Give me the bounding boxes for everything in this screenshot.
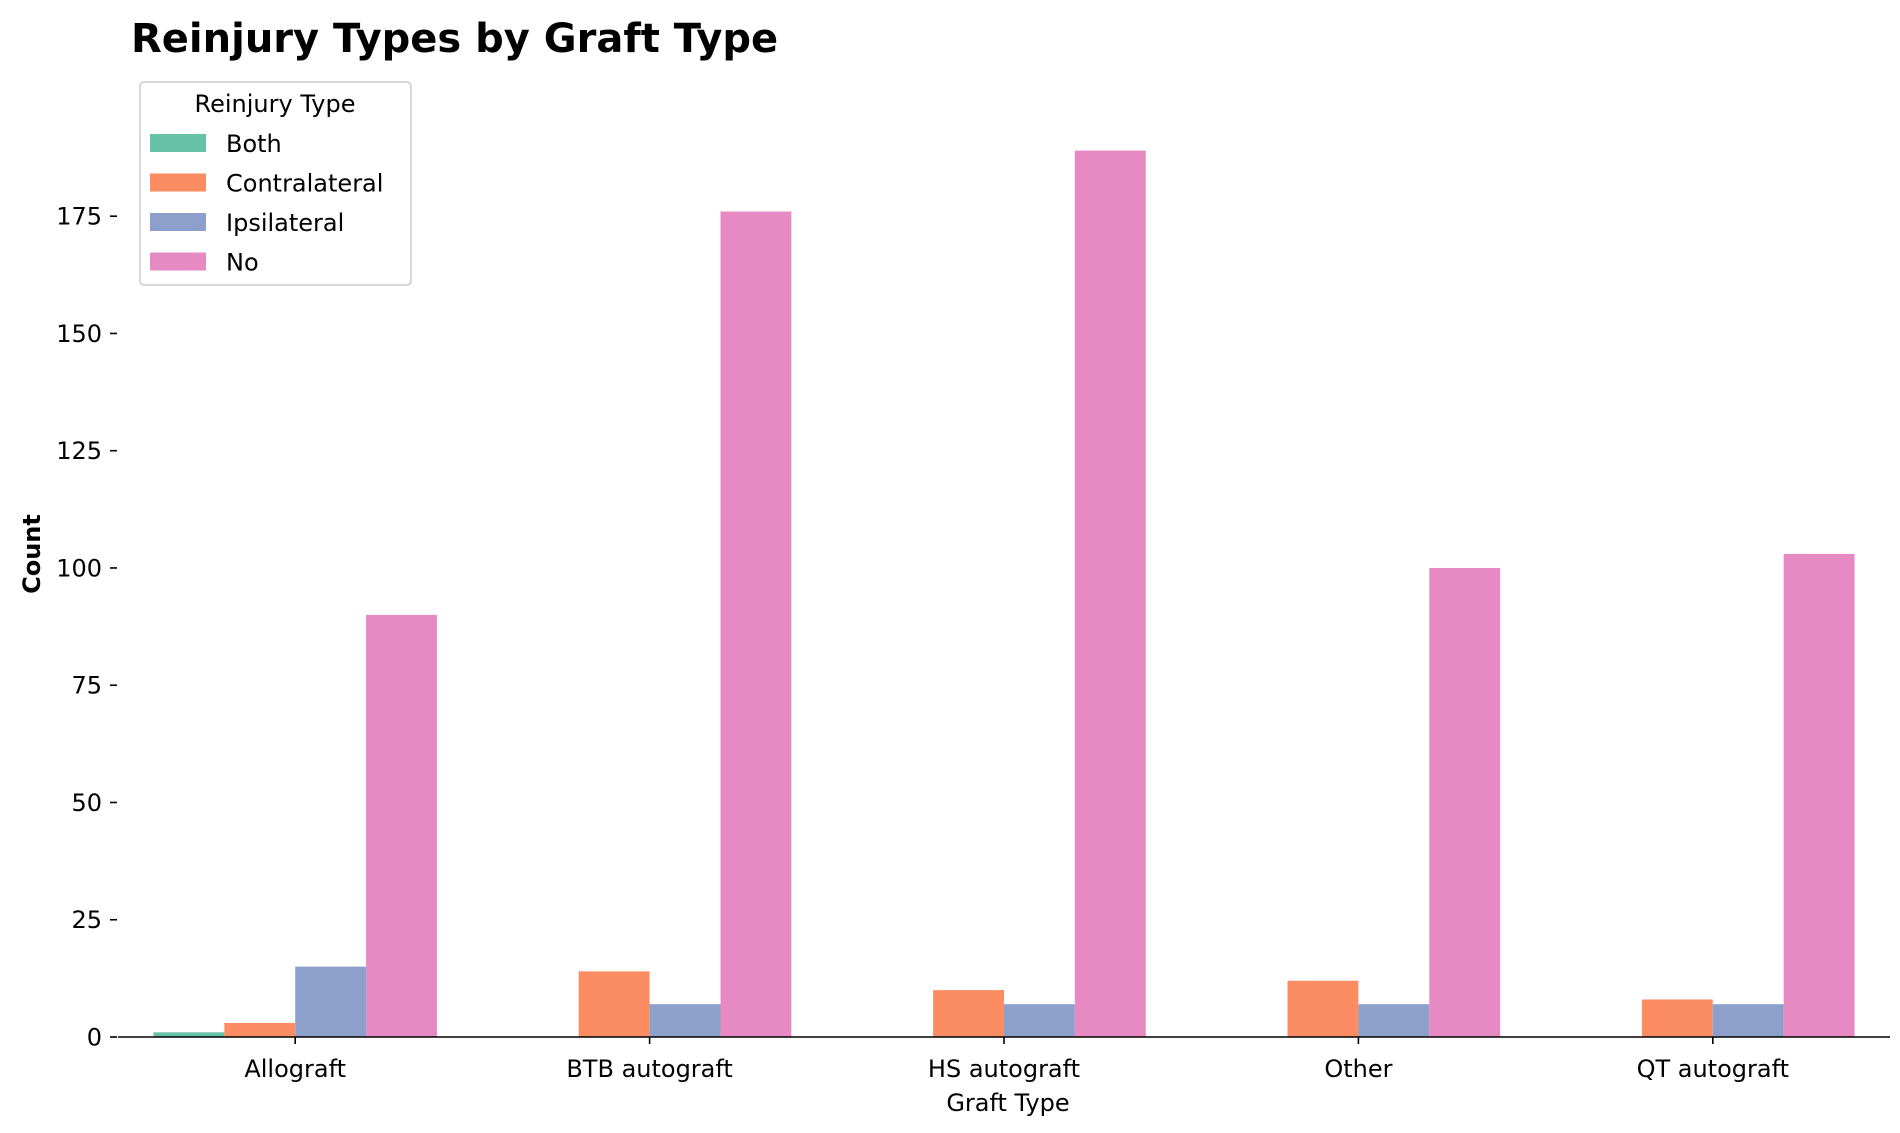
y-axis-label: Count [18, 514, 46, 594]
bar-no-qt-autograft [1783, 553, 1855, 1037]
bar-no-hs-autograft [1074, 150, 1146, 1037]
y-axis: 0 25 50 75 100 125 150 175 [56, 203, 117, 1052]
legend-swatch-contralateral [150, 173, 206, 192]
y-tick-label: 50 [71, 789, 102, 817]
bar-ipsilateral-allograft [295, 966, 367, 1037]
bar-ipsilateral-qt-autograft [1712, 1004, 1784, 1037]
x-tick-label: BTB autograft [566, 1055, 732, 1083]
bar-no-allograft [366, 614, 437, 1037]
bar-both-allograft [153, 1032, 225, 1037]
bar-contralateral-other [1287, 980, 1359, 1037]
x-tick-label: Allograft [244, 1055, 346, 1083]
y-tick-label: 0 [87, 1024, 102, 1052]
y-tick-label: 25 [71, 906, 102, 934]
legend-label-no: No [226, 249, 259, 277]
bar-ipsilateral-other [1358, 1004, 1430, 1037]
y-tick-label: 125 [56, 437, 102, 465]
legend: Reinjury Type Both Contralateral Ipsilater… [139, 81, 412, 286]
legend-label-both: Both [226, 130, 282, 158]
y-tick-label: 100 [56, 554, 102, 582]
legend-title: Reinjury Type [195, 90, 356, 118]
bar-no-other [1429, 567, 1501, 1037]
bar-contralateral-qt-autograft [1641, 999, 1713, 1037]
bars-layer [153, 150, 1855, 1037]
y-tick-label: 175 [56, 203, 102, 231]
y-tick-label: 75 [71, 672, 102, 700]
legend-label-contralateral: Contralateral [226, 170, 383, 198]
bar-contralateral-btb-autograft [578, 971, 650, 1037]
bar-ipsilateral-hs-autograft [1004, 1004, 1075, 1037]
x-axis-label: Graft Type [946, 1089, 1069, 1117]
legend-label-ipsilateral: Ipsilateral [226, 209, 344, 237]
bar-contralateral-hs-autograft [933, 990, 1004, 1037]
chart-title: Reinjury Types by Graft Type [131, 16, 778, 62]
x-tick-label: QT autograft [1637, 1055, 1789, 1083]
x-axis: Allograft BTB autograft HS autograft Other Q… [118, 1036, 1890, 1083]
legend-items: Both Contralateral Ipsilateral No [150, 130, 383, 277]
legend-swatch-ipsilateral [150, 213, 206, 231]
legend-frame [139, 81, 412, 286]
bar-no-btb-autograft [720, 211, 792, 1037]
legend-swatch-no [150, 252, 206, 271]
x-tick-label: HS autograft [928, 1055, 1080, 1083]
y-tick-label: 150 [56, 320, 102, 348]
x-tick-label: Other [1324, 1055, 1392, 1083]
bar-contralateral-allograft [224, 1022, 296, 1037]
legend-swatch-both [150, 134, 206, 152]
bar-ipsilateral-btb-autograft [649, 1004, 721, 1037]
